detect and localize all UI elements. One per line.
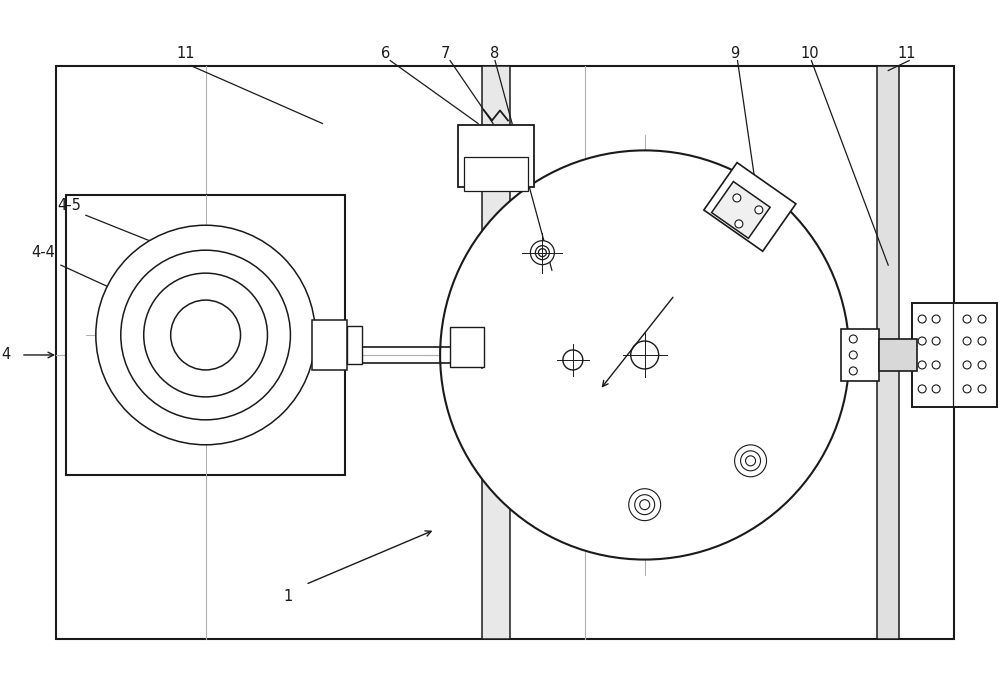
Circle shape bbox=[733, 194, 741, 202]
Circle shape bbox=[918, 361, 926, 369]
Circle shape bbox=[918, 337, 926, 345]
Bar bbox=[464, 158, 528, 191]
Bar bbox=[458, 125, 534, 187]
Circle shape bbox=[440, 151, 849, 560]
Circle shape bbox=[978, 337, 986, 345]
Bar bbox=[312, 320, 347, 370]
Circle shape bbox=[530, 240, 554, 264]
Circle shape bbox=[735, 220, 743, 228]
Text: 1: 1 bbox=[284, 590, 293, 604]
Bar bbox=[482, 66, 510, 639]
Text: 4-5: 4-5 bbox=[57, 198, 81, 213]
Text: 10: 10 bbox=[800, 46, 819, 60]
Polygon shape bbox=[712, 182, 770, 238]
Circle shape bbox=[849, 351, 857, 359]
Circle shape bbox=[963, 361, 971, 369]
Circle shape bbox=[144, 273, 267, 397]
Circle shape bbox=[978, 361, 986, 369]
Circle shape bbox=[932, 337, 940, 345]
Circle shape bbox=[849, 335, 857, 343]
Bar bbox=[66, 195, 345, 475]
Circle shape bbox=[631, 341, 659, 369]
Text: 8: 8 bbox=[490, 46, 500, 60]
Circle shape bbox=[918, 385, 926, 393]
Circle shape bbox=[171, 300, 241, 370]
Circle shape bbox=[640, 499, 650, 510]
Circle shape bbox=[563, 350, 583, 370]
Bar bbox=[450, 327, 484, 367]
Circle shape bbox=[963, 337, 971, 345]
Text: 7: 7 bbox=[440, 46, 450, 60]
Circle shape bbox=[96, 225, 315, 445]
Text: 4: 4 bbox=[1, 347, 11, 362]
Circle shape bbox=[755, 206, 763, 214]
Circle shape bbox=[963, 385, 971, 393]
Circle shape bbox=[629, 488, 661, 521]
Bar bbox=[912, 303, 997, 407]
Circle shape bbox=[741, 451, 761, 471]
Circle shape bbox=[538, 249, 546, 257]
Bar bbox=[347, 326, 362, 364]
Circle shape bbox=[535, 246, 549, 260]
Polygon shape bbox=[704, 162, 796, 251]
Circle shape bbox=[849, 367, 857, 375]
Text: 11: 11 bbox=[176, 46, 195, 60]
Circle shape bbox=[918, 315, 926, 323]
Text: 4-4: 4-4 bbox=[31, 245, 55, 260]
Bar bbox=[841, 329, 879, 381]
Circle shape bbox=[932, 385, 940, 393]
Circle shape bbox=[978, 385, 986, 393]
Bar bbox=[56, 66, 954, 639]
Bar bbox=[877, 66, 899, 639]
Circle shape bbox=[746, 456, 756, 466]
Circle shape bbox=[963, 315, 971, 323]
Circle shape bbox=[121, 250, 290, 420]
Text: 9: 9 bbox=[730, 46, 739, 60]
Text: 11: 11 bbox=[898, 46, 916, 60]
Circle shape bbox=[735, 445, 767, 477]
Circle shape bbox=[978, 315, 986, 323]
Circle shape bbox=[932, 361, 940, 369]
Bar bbox=[879, 339, 917, 371]
Circle shape bbox=[635, 495, 655, 514]
Circle shape bbox=[932, 315, 940, 323]
Text: 6: 6 bbox=[381, 46, 390, 60]
